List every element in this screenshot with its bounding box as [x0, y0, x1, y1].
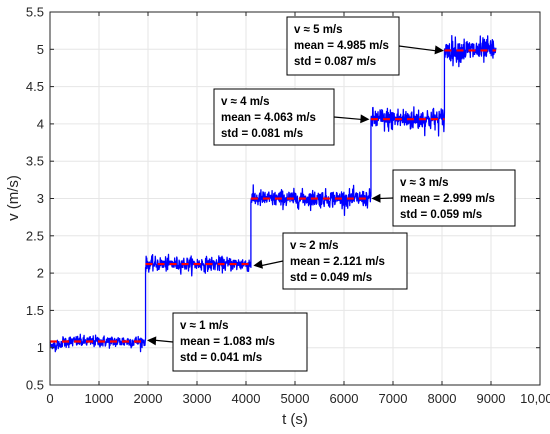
annotation-text: std = 0.059 m/s	[400, 209, 482, 221]
annotation-2: v ≈ 2 m/s mean = 2.121 m/s std = 0.049 m/s	[253, 232, 408, 290]
annotation-arrow-line	[333, 116, 362, 121]
y-tick-label: 4	[37, 116, 44, 131]
annotation-text: std = 0.049 m/s	[290, 272, 372, 284]
x-tick-label: 2000	[134, 391, 163, 406]
y-axis-title: v (m/s)	[5, 175, 22, 221]
annotations: v ≈ 1 m/s mean = 1.083 m/s std = 0.041 m/s…	[147, 16, 516, 372]
annotation-text: std = 0.081 m/s	[221, 128, 303, 140]
annotation-text: mean = 1.083 m/s	[180, 336, 275, 348]
measured-velocity-line	[49, 35, 497, 353]
annotation-box	[282, 232, 408, 290]
ticks: 0 1000 2000 3000 4000 5000 6000 7000 8000 9000 10,…	[26, 5, 550, 407]
x-axis-title: t (s)	[282, 411, 308, 428]
annotation-3: v ≈ 3 m/s mean = 2.999 m/s std = 0.059 m/s	[371, 169, 516, 227]
annotation-text: mean = 4.063 m/s	[221, 112, 316, 124]
x-tick-label: 7000	[379, 391, 408, 406]
y-tick-label: 2.5	[26, 228, 44, 243]
annotation-text: v ≈ 5 m/s	[294, 24, 343, 36]
annotation-text: mean = 2.121 m/s	[290, 256, 385, 268]
x-tick-label: 1000	[85, 391, 114, 406]
y-tick-label: 4.5	[26, 79, 44, 94]
annotation-arrow-line	[261, 260, 284, 267]
x-tick-label: 8000	[428, 391, 457, 406]
y-tick-label: 5.5	[26, 5, 44, 20]
x-tick-label: 10,000	[520, 391, 550, 406]
annotation-arrow-line	[379, 197, 394, 200]
x-tick-label: 9000	[477, 391, 506, 406]
series-layer	[49, 35, 497, 353]
annotation-arrow-head	[360, 114, 370, 124]
annotation-text: v ≈ 4 m/s	[221, 96, 270, 108]
annotation-arrow-head	[434, 45, 444, 55]
annotation-text: v ≈ 3 m/s	[400, 177, 449, 189]
annotation-text: std = 0.041 m/s	[180, 352, 262, 364]
annotation-text: mean = 2.999 m/s	[400, 193, 495, 205]
annotation-arrow-line	[398, 45, 437, 52]
annotation-arrow-line	[154, 339, 174, 343]
x-tick-label: 3000	[183, 391, 212, 406]
y-tick-label: 2	[37, 266, 44, 281]
annotation-text: std = 0.087 m/s	[294, 56, 376, 68]
annotation-arrow-head	[371, 193, 381, 203]
annotation-box	[392, 169, 516, 227]
y-tick-label: 3.5	[26, 154, 44, 169]
annotation-5: v ≈ 5 m/s mean = 4.985 m/s std = 0.087 m/s	[286, 16, 444, 76]
annotation-arrow-head	[253, 259, 263, 269]
x-tick-label: 6000	[330, 391, 359, 406]
x-tick-label: 4000	[232, 391, 261, 406]
annotation-4: v ≈ 4 m/s mean = 4.063 m/s std = 0.081 m/s	[213, 88, 370, 146]
y-tick-label: 1.5	[26, 303, 44, 318]
y-tick-label: 1	[37, 340, 44, 355]
x-tick-label: 5000	[281, 391, 310, 406]
annotation-text: v ≈ 1 m/s	[180, 320, 229, 332]
y-tick-label: 0.5	[26, 378, 44, 393]
annotation-box	[172, 312, 308, 372]
annotation-box	[213, 88, 335, 146]
annotation-1: v ≈ 1 m/s mean = 1.083 m/s std = 0.041 m/s	[147, 312, 308, 372]
annotation-arrow-head	[147, 336, 157, 346]
annotation-text: v ≈ 2 m/s	[290, 240, 339, 252]
y-tick-label: 3	[37, 191, 44, 206]
annotation-text: mean = 4.985 m/s	[294, 40, 389, 52]
y-tick-label: 5	[37, 42, 44, 57]
x-tick-label: 0	[46, 391, 53, 406]
